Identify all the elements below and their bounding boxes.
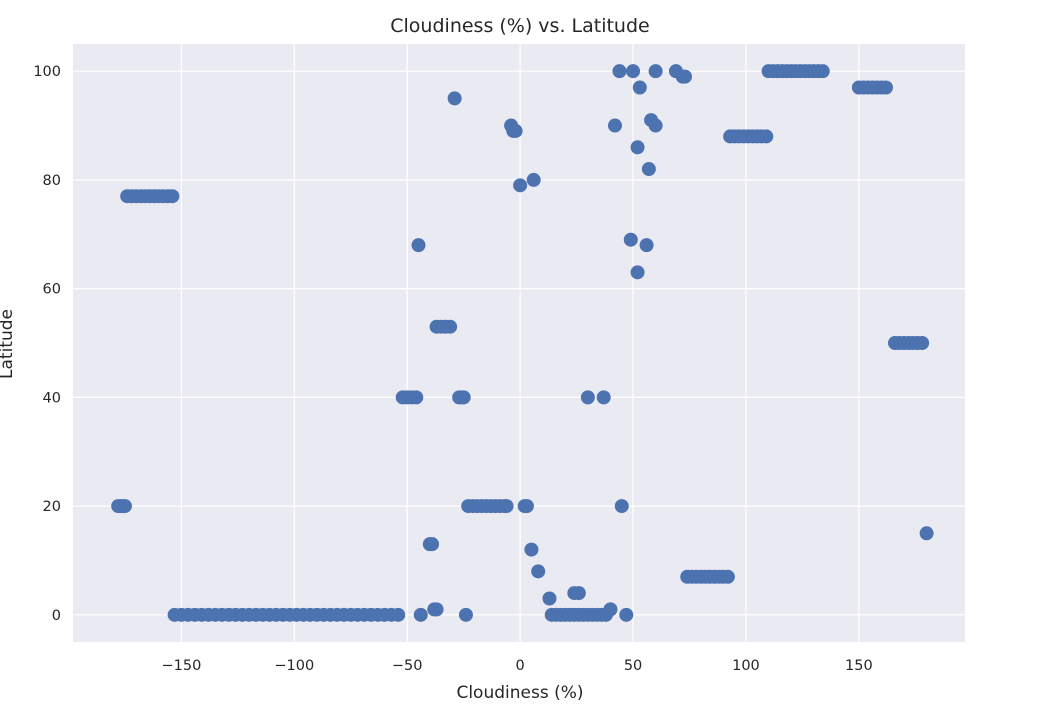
data-point	[524, 542, 539, 557]
x-tick-label: −50	[392, 658, 423, 674]
data-point	[425, 537, 440, 552]
y-tick-label: 80	[43, 173, 61, 189]
data-points	[111, 64, 934, 622]
y-tick-labels: 0 20 40 60 80 100	[33, 64, 61, 624]
data-point	[641, 162, 656, 177]
data-point	[409, 390, 424, 405]
x-tick-labels: −150 −100 −50 0 50 100 150	[161, 658, 872, 674]
data-point	[720, 569, 735, 584]
x-axis-label: Cloudiness (%)	[456, 683, 583, 703]
data-point	[413, 607, 428, 622]
data-point	[630, 265, 645, 280]
data-point	[443, 319, 458, 334]
data-point	[508, 123, 523, 138]
x-tick-label: 150	[845, 658, 873, 674]
x-tick-label: 0	[516, 658, 525, 674]
data-point	[630, 140, 645, 155]
chart-title: Cloudiness (%) vs. Latitude	[390, 15, 649, 37]
data-point	[878, 80, 893, 95]
y-tick-label: 20	[43, 499, 61, 515]
data-point	[526, 172, 541, 187]
data-point	[519, 499, 534, 514]
data-point	[596, 390, 611, 405]
data-point	[612, 64, 627, 79]
data-point	[815, 64, 830, 79]
data-point	[531, 564, 546, 579]
data-point	[677, 69, 692, 84]
data-point	[648, 118, 663, 133]
data-point	[499, 499, 514, 514]
data-point	[607, 118, 622, 133]
x-tick-label: −150	[161, 658, 201, 674]
data-point	[603, 602, 618, 617]
data-point	[580, 390, 595, 405]
data-point	[648, 64, 663, 79]
y-axis-label: Latitude	[0, 309, 17, 379]
data-point	[456, 390, 471, 405]
data-point	[429, 602, 444, 617]
data-point	[619, 607, 634, 622]
data-point	[117, 499, 132, 514]
data-point	[165, 189, 180, 204]
x-tick-label: 50	[624, 658, 642, 674]
data-point	[759, 129, 774, 144]
data-point	[513, 178, 528, 193]
x-tick-label: 100	[732, 658, 760, 674]
data-point	[626, 64, 641, 79]
y-tick-label: 40	[43, 390, 61, 406]
data-point	[639, 238, 654, 253]
data-point	[391, 607, 406, 622]
y-tick-label: 100	[33, 64, 61, 80]
data-point	[623, 232, 638, 247]
data-point	[447, 91, 462, 106]
data-point	[632, 80, 647, 95]
data-point	[542, 591, 557, 606]
data-point	[915, 336, 930, 350]
data-point	[411, 238, 426, 253]
data-point	[614, 499, 629, 514]
data-point	[458, 607, 473, 622]
x-tick-label: −100	[274, 658, 314, 674]
y-tick-label: 0	[52, 608, 61, 624]
plot-area	[73, 44, 965, 642]
data-point	[919, 526, 934, 541]
data-point	[571, 586, 586, 601]
y-tick-label: 60	[43, 282, 61, 298]
